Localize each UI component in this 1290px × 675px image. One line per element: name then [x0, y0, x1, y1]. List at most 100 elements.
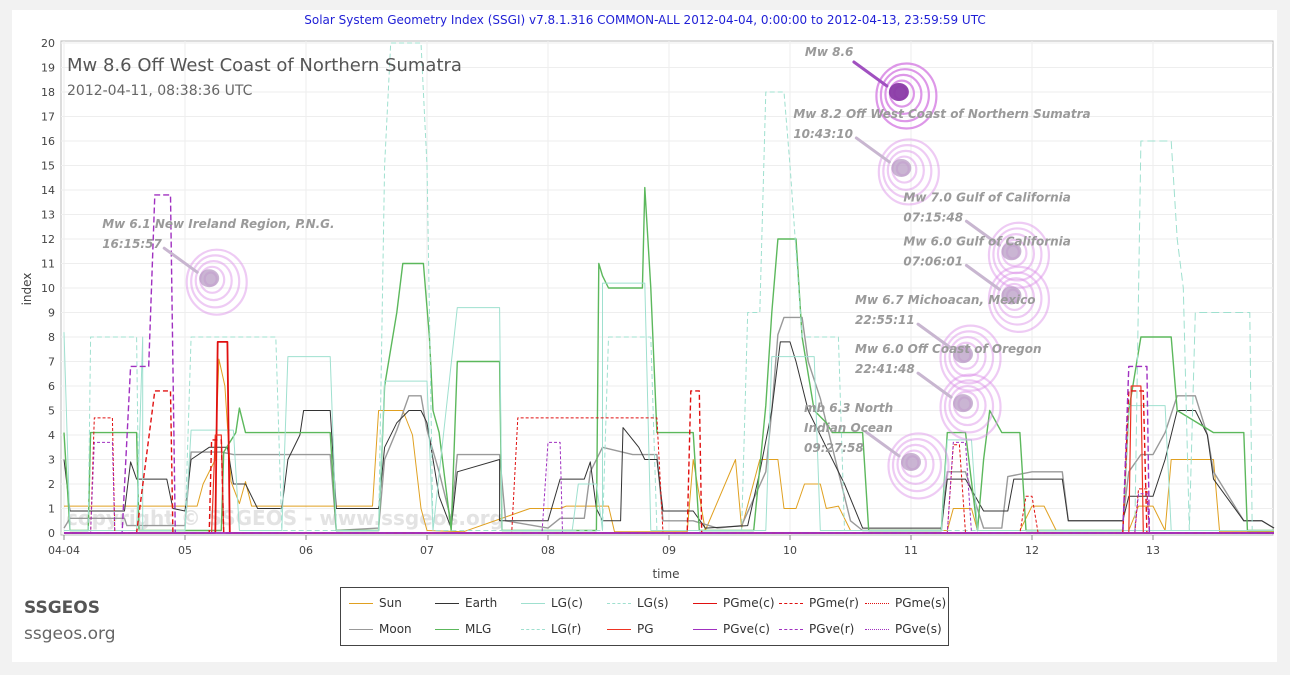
quake-ring — [948, 335, 987, 378]
legend-item: PG — [607, 622, 654, 636]
y-tick-label: 13 — [41, 209, 55, 222]
quake-pointer — [864, 430, 901, 458]
legend-label: Sun — [379, 596, 402, 610]
brand-name: SSGEOS — [24, 598, 100, 618]
quake-ring — [875, 62, 938, 130]
y-tick-label: 8 — [48, 331, 55, 344]
quake-label: Mw 6.1 New Ireland Region, P.N.G. — [102, 217, 334, 231]
legend-swatch — [435, 629, 459, 630]
y-tick-label: 9 — [48, 307, 55, 320]
quake-label: Indian Ocean — [804, 421, 893, 435]
x-tick-label: 11 — [904, 544, 918, 557]
series-line-sun — [64, 358, 1274, 533]
series-line-earth — [63, 341, 1275, 529]
legend-item: LG(s) — [607, 596, 669, 610]
quake-marker: Mw 6.0 Off Coast of Oregon 22:41:48 — [855, 342, 1042, 441]
x-tick-label: 06 — [299, 544, 313, 557]
y-tick-label: 2 — [48, 478, 55, 491]
quake-marker: Mw 8.2 Off West Coast of Northern Sumatr… — [793, 107, 1091, 206]
x-tick-label: 08 — [541, 544, 555, 557]
legend-label: Earth — [465, 596, 498, 610]
quake-ring — [939, 373, 1002, 441]
quake-core — [901, 452, 921, 471]
quake-ring — [887, 432, 950, 500]
quake-core — [199, 269, 220, 288]
y-tick-label: 10 — [41, 282, 55, 295]
grid — [61, 41, 1273, 535]
legend-item: PGve(s) — [865, 622, 942, 636]
legend-label: PGve(s) — [895, 622, 942, 636]
quake-ring — [882, 144, 933, 199]
legend-label: PGme(r) — [809, 596, 859, 610]
legend-swatch — [607, 629, 631, 630]
series-line-lgc — [63, 282, 1274, 531]
legend-label: LG(r) — [551, 622, 582, 636]
quake-pointer — [964, 263, 1001, 291]
quake-pointer — [916, 322, 953, 350]
legend-item: PGve(c) — [693, 622, 770, 636]
x-tick-label: 09 — [662, 544, 676, 557]
quake-ring — [190, 254, 241, 309]
legend-swatch — [521, 629, 545, 630]
series-layer — [63, 42, 1275, 534]
legend-swatch — [779, 629, 803, 630]
x-axis: 04-04 05 06 07 08 09 10 11 12 13 — [48, 535, 1160, 557]
quake-pointer — [162, 246, 199, 274]
x-tick-label: 13 — [1146, 544, 1160, 557]
series-line-mlg — [63, 186, 1274, 532]
quake-core — [953, 394, 974, 413]
legend-label: PGme(s) — [895, 596, 947, 610]
legend-swatch — [693, 603, 717, 604]
x-tick-label: 04-04 — [48, 544, 80, 557]
legend-item: Earth — [435, 596, 497, 610]
quake-ring — [896, 443, 935, 485]
legend-label: PGve(r) — [809, 622, 855, 636]
x-tick-label: 12 — [1025, 544, 1039, 557]
y-tick-label: 11 — [41, 258, 55, 271]
y-tick-label: 12 — [41, 233, 55, 246]
legend-item: Sun — [349, 596, 402, 610]
legend-item: LG(r) — [521, 622, 581, 636]
legend-swatch — [779, 603, 803, 604]
quake-label: 07:15:48 — [903, 210, 963, 224]
legend-label: PGme(c) — [723, 596, 775, 610]
y-tick-label: 18 — [41, 86, 55, 99]
quake-marker: Mw 6.0 Gulf of California 07:06:01 — [903, 234, 1071, 333]
watermark: copyright © SSGEOS - www.ssgeos.org — [66, 506, 504, 530]
legend-label: Moon — [379, 622, 412, 636]
y-tick-label: 1 — [48, 503, 55, 516]
quake-core — [1001, 242, 1022, 261]
series-line-pgmer — [64, 390, 1274, 534]
legend-label: MLG — [465, 622, 492, 636]
legend-item: MLG — [435, 622, 491, 636]
legend-item: PGme(r) — [779, 596, 859, 610]
y-tick-label: 3 — [48, 454, 55, 467]
legend: Sun Earth LG(c) LG(s) PGme(c) PGme(r) PGme(s) M… — [340, 587, 949, 646]
quake-marker: Mw 6.7 Michoacan, Mexico 22:55:11 — [855, 293, 1036, 392]
quake-pointer — [916, 371, 953, 399]
quake-ring — [194, 260, 233, 302]
quake-pointer — [852, 60, 889, 88]
y-tick-label: 0 — [48, 527, 55, 540]
quake-label: 16:15:57 — [102, 237, 162, 251]
legend-swatch — [521, 603, 545, 604]
legend-item: Moon — [349, 622, 412, 636]
quake-marker: Mw 8.6 — [805, 45, 938, 130]
x-axis-label: time — [652, 567, 679, 581]
legend-swatch — [607, 603, 631, 604]
chart-header-title: Solar System Geometry Index (SSGI) v7.8.… — [304, 13, 986, 27]
event-layer: Mw 8.6 Mw 8.2 Off West Coast of Northern … — [102, 45, 1091, 500]
quake-label: 07:06:01 — [903, 254, 963, 268]
quake-ring — [877, 138, 940, 206]
legend-swatch — [865, 629, 889, 630]
series-line-lgr — [1134, 140, 1274, 531]
legend-item: PGve(r) — [779, 622, 854, 636]
y-tick-label: 20 — [41, 37, 55, 50]
quake-ring — [939, 324, 1002, 392]
quake-ring — [948, 384, 987, 427]
y-tick-label: 17 — [41, 111, 55, 124]
quake-ring — [943, 330, 995, 385]
quake-ring — [992, 227, 1043, 282]
quake-label: Mw 6.0 Gulf of California — [903, 234, 1070, 248]
